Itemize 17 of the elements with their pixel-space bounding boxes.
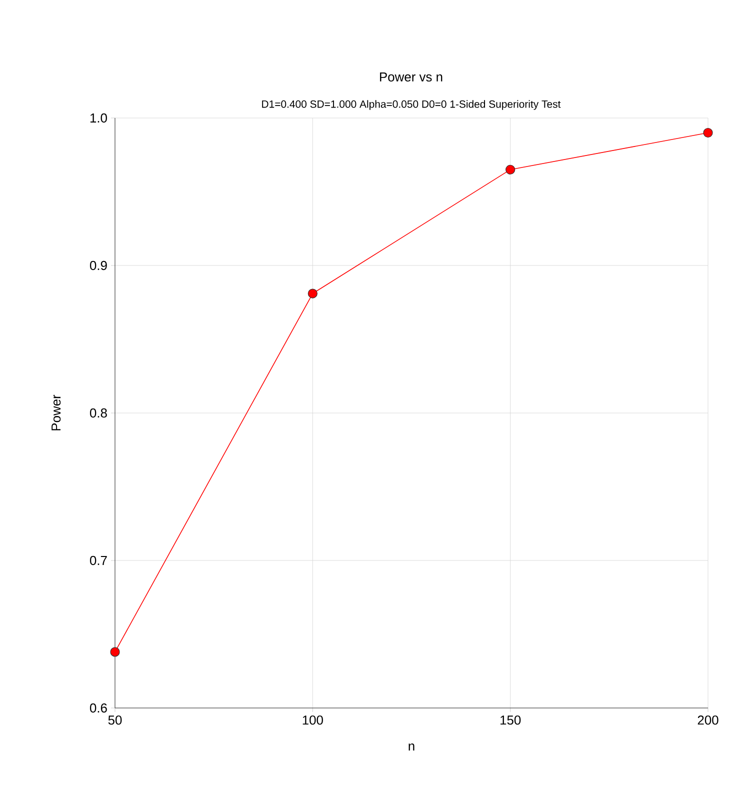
x-tick-label: 150 (500, 716, 521, 725)
y-tick-label: 0.7 (90, 556, 107, 566)
point (703, 128, 713, 138)
x-axis-title: n (408, 744, 414, 750)
y-tick-label: 0.8 (90, 408, 107, 418)
chart-title: Power vs n (380, 72, 442, 82)
chart-subtitle: D1=0.400 SD=1.000 Alpha=0.050 D0=0 1-Sided Superiority Test (262, 100, 561, 110)
point (110, 647, 120, 657)
x-tick-label: 100 (302, 716, 323, 725)
x-tick-label: 200 (698, 716, 718, 725)
y-axis-title: Power (52, 394, 61, 430)
y-tick-label: 0.6 (90, 703, 107, 713)
point (506, 164, 516, 174)
x-tick-label: 50 (108, 716, 122, 725)
y-tick-label: 0.9 (90, 260, 107, 270)
point (308, 288, 318, 298)
y-tick-label: 1.0 (90, 113, 107, 123)
